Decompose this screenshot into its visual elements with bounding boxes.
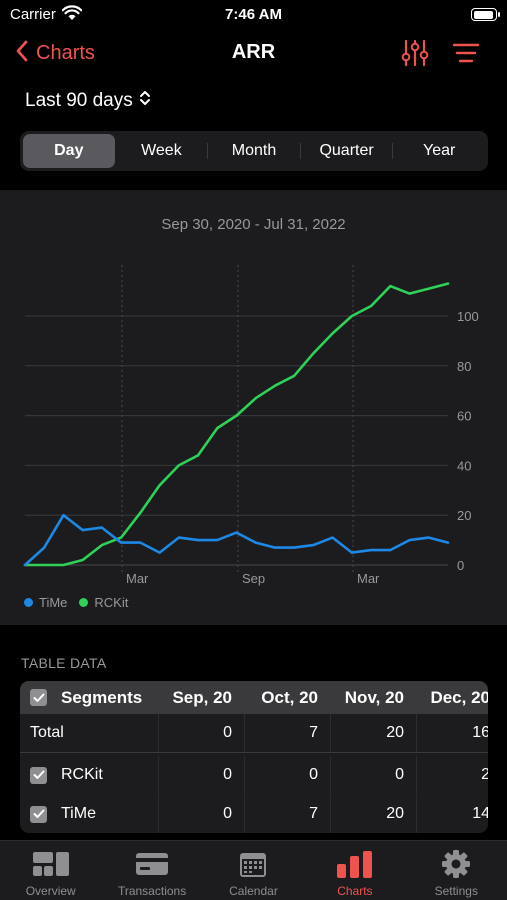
tab-label: Transactions <box>117 884 187 898</box>
segment-divider <box>392 143 394 159</box>
tab-bar: Overview Transactions Calendar Charts Se… <box>0 840 507 900</box>
y-tick-label: 60 <box>457 409 471 424</box>
row-label: Total <box>30 724 64 741</box>
page-title: ARR <box>231 41 276 63</box>
series-line-rckit <box>23 282 450 567</box>
carrier-label: Carrier <box>10 6 56 23</box>
header-segments-cell: Segments <box>20 681 158 714</box>
table-row-rckit: RCKit 0 0 0 2 <box>20 756 488 794</box>
status-time: 7:46 AM <box>225 6 282 23</box>
back-button-label: Charts <box>36 41 95 64</box>
bar-chart-icon <box>335 849 375 879</box>
table-cell: 20 <box>330 714 416 752</box>
table-cell: 20 <box>330 795 416 833</box>
segment-year[interactable]: Year <box>423 142 456 159</box>
table-cell: 0 <box>330 756 416 794</box>
row-label: RCKit <box>61 766 103 783</box>
filter-sliders-button[interactable] <box>400 38 430 68</box>
tab-transactions[interactable]: Transactions <box>101 841 202 900</box>
y-tick-label: 80 <box>457 359 471 374</box>
table-cell: 14 <box>416 795 488 833</box>
table-row-total: Total 0 7 20 16 <box>20 714 488 752</box>
sort-menu-button[interactable] <box>452 40 480 66</box>
legend-dot-time <box>24 598 33 607</box>
segment-divider <box>299 143 301 159</box>
data-table: Segments Sep, 20 Oct, 20 Nov, 20 Dec, 20… <box>20 681 488 833</box>
tab-calendar[interactable]: Calendar <box>203 841 304 900</box>
date-range-label: Last 90 days <box>25 90 133 111</box>
checkbox-icon[interactable] <box>30 766 47 784</box>
battery-icon <box>471 8 500 21</box>
tab-charts[interactable]: Charts <box>304 841 405 900</box>
arr-line-chart[interactable]: 0 20 40 60 80 100 Mar Sep Mar <box>0 190 507 590</box>
table-cell: 0 <box>158 714 244 752</box>
y-tick-label: 0 <box>457 558 464 573</box>
legend-item-rckit: RCKit <box>79 595 128 610</box>
table-section-label: TABLE DATA <box>21 655 107 671</box>
table-header-row: Segments Sep, 20 Oct, 20 Nov, 20 Dec, 20 <box>20 681 488 714</box>
tab-label: Overview <box>25 884 76 898</box>
series-line-time <box>23 513 450 567</box>
segment-week[interactable]: Week <box>141 142 182 159</box>
legend-item-time: TiMe <box>24 595 67 610</box>
header-segments-label: Segments <box>61 687 143 707</box>
calendar-icon <box>233 849 273 879</box>
table-cell: 7 <box>244 714 330 752</box>
wifi-icon <box>61 5 83 26</box>
status-bar: Carrier 7:46 AM <box>0 0 507 30</box>
segment-month[interactable]: Month <box>231 142 277 159</box>
row-label: TiMe <box>61 805 96 822</box>
table-cell: 0 <box>158 795 244 833</box>
column-header: Dec, 20 <box>430 687 488 707</box>
column-header: Sep, 20 <box>172 687 232 707</box>
table-row-time: TiMe 0 7 20 14 <box>20 795 488 833</box>
period-segmented-control: Day Week Month Quarter Year <box>20 131 488 171</box>
row-label-cell: RCKit <box>20 756 158 794</box>
chart-panel: Sep 30, 2020 - Jul 31, 2022 0 20 40 60 80 100… <box>0 190 507 625</box>
chart-legend: TiMe RCKit <box>24 595 140 610</box>
y-tick-label: 100 <box>457 309 479 324</box>
table-cell: 0 <box>158 756 244 794</box>
table-cell: 2 <box>416 756 488 794</box>
tab-label: Calendar <box>229 884 278 898</box>
row-divider <box>20 752 488 753</box>
credit-card-icon <box>132 849 172 879</box>
sliders-icon <box>400 39 430 72</box>
y-tick-label: 20 <box>457 508 471 523</box>
segment-divider <box>207 143 209 159</box>
overview-icon <box>31 849 71 879</box>
tab-settings[interactable]: Settings <box>406 841 507 900</box>
row-label-cell: TiMe <box>20 795 158 833</box>
checkbox-icon[interactable] <box>30 689 47 706</box>
date-range-selector[interactable]: Last 90 days <box>25 89 151 113</box>
legend-label-time: TiMe <box>39 595 68 610</box>
x-tick-label: Sep <box>242 571 265 586</box>
x-tick-label: Mar <box>126 571 149 586</box>
gear-icon <box>436 849 476 879</box>
column-header: Nov, 20 <box>344 687 404 707</box>
lines-menu-icon <box>452 43 480 70</box>
up-down-chevron-icon <box>133 89 151 113</box>
table-cell: 0 <box>244 756 330 794</box>
segment-quarter[interactable]: Quarter <box>319 142 374 159</box>
x-tick-label: Mar <box>357 571 380 586</box>
tab-label: Charts <box>337 884 373 898</box>
tab-label: Settings <box>434 884 478 898</box>
back-button[interactable]: Charts <box>16 38 95 68</box>
tab-overview[interactable]: Overview <box>0 841 101 900</box>
column-header: Oct, 20 <box>261 687 318 707</box>
y-tick-label: 40 <box>457 458 471 473</box>
chevron-left-icon <box>16 40 28 67</box>
table-cell: 16 <box>416 714 488 752</box>
checkbox-icon[interactable] <box>30 805 47 823</box>
legend-label-rckit: RCKit <box>94 595 129 610</box>
chart-date-range: Sep 30, 2020 - Jul 31, 2022 <box>161 216 346 233</box>
legend-dot-rckit <box>79 598 89 607</box>
segment-day[interactable]: Day <box>23 134 115 168</box>
table-cell: 7 <box>244 795 330 833</box>
